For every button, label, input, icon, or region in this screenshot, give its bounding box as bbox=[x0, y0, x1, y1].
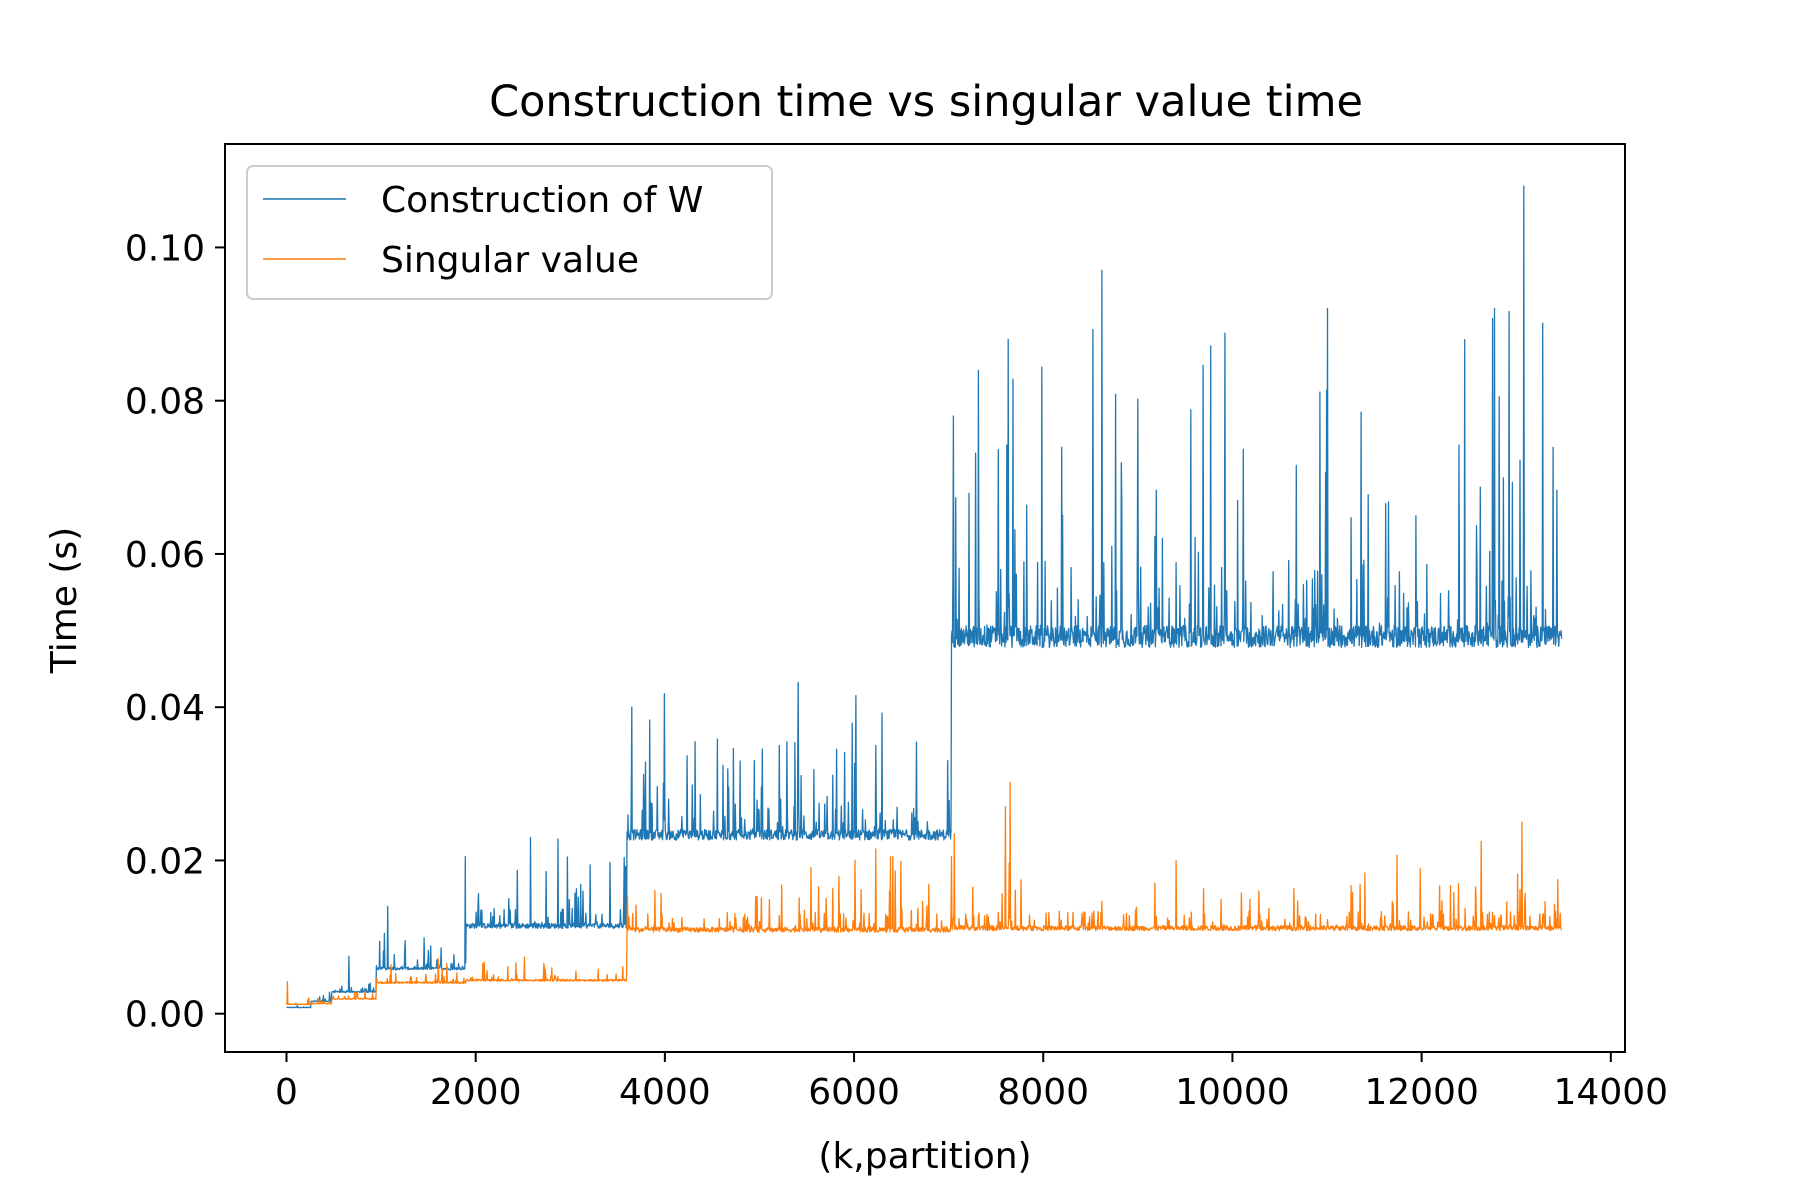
plot-frame bbox=[224, 143, 1626, 1053]
legend-label-construction: Construction of W bbox=[381, 180, 703, 221]
y-tick-label: 0.00 bbox=[125, 995, 205, 1036]
y-tick-label: 0.10 bbox=[125, 228, 205, 269]
x-tick-label: 6000 bbox=[808, 1072, 900, 1113]
y-tick-label: 0.02 bbox=[125, 841, 205, 882]
x-tick-label: 2000 bbox=[430, 1072, 522, 1113]
y-axis-label: Time (s) bbox=[44, 527, 85, 674]
legend: Construction of W Singular value bbox=[246, 165, 773, 300]
chart-title: Construction time vs singular value time bbox=[489, 77, 1363, 127]
plot-area bbox=[224, 143, 1626, 1053]
x-tick-label: 0 bbox=[275, 1072, 298, 1113]
x-tick-label: 8000 bbox=[997, 1072, 1089, 1113]
x-tick-label: 10000 bbox=[1175, 1072, 1290, 1113]
x-axis-label: (k,partition) bbox=[818, 1136, 1031, 1177]
legend-box bbox=[246, 165, 773, 300]
legend-label-singular: Singular value bbox=[381, 240, 639, 281]
x-tick-label: 12000 bbox=[1364, 1072, 1479, 1113]
y-tick-label: 0.04 bbox=[125, 688, 205, 729]
y-axis: 0.00 0.02 0.04 0.06 0.08 0.10 bbox=[125, 228, 225, 1036]
series-line-construction bbox=[286, 185, 1563, 1009]
x-tick-label: 4000 bbox=[619, 1072, 711, 1113]
series-layer bbox=[285, 185, 1563, 1009]
y-tick-label: 0.06 bbox=[125, 535, 205, 576]
x-axis: 0 2000 4000 6000 8000 10000 12000 14000 bbox=[275, 1052, 1668, 1113]
x-tick-label: 14000 bbox=[1554, 1072, 1669, 1113]
series-line-singular bbox=[285, 781, 1563, 1006]
y-tick-label: 0.08 bbox=[125, 382, 205, 423]
